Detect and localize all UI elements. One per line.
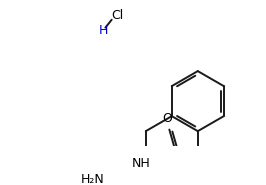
Text: H: H	[99, 23, 109, 36]
Text: Cl: Cl	[111, 9, 123, 22]
Text: NH: NH	[132, 157, 150, 170]
Text: H₂N: H₂N	[81, 173, 105, 185]
Text: O: O	[162, 112, 172, 125]
